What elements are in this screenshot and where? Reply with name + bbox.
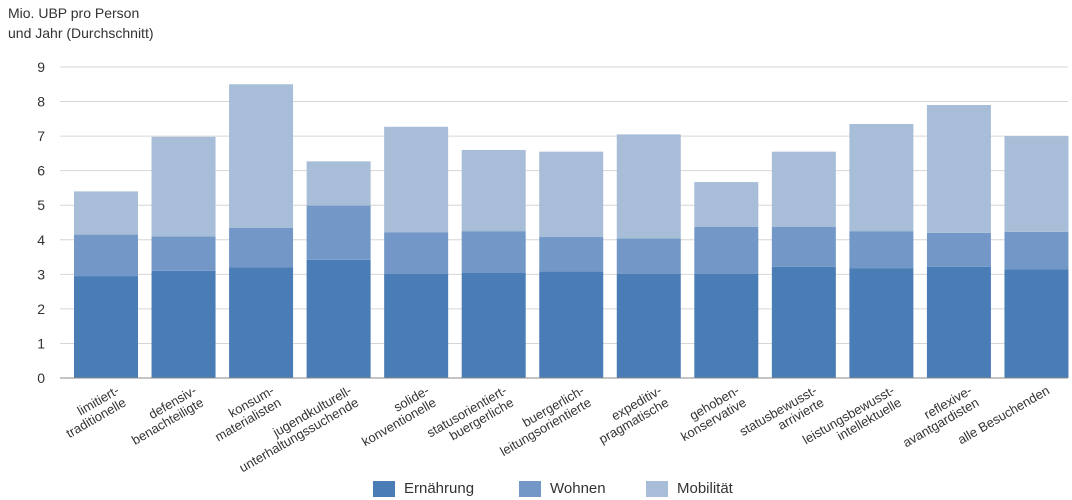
legend-item-mobilitaet: Mobilität (646, 480, 733, 497)
y-tick-label: 1 (37, 335, 45, 351)
y-tick-label: 2 (37, 301, 45, 317)
y-tick-label: 7 (37, 128, 45, 144)
bar-segment (306, 259, 371, 378)
bar-segment (461, 149, 526, 232)
y-tick-label: 0 (37, 370, 45, 386)
bar-segment (926, 266, 991, 378)
legend-label-ernaehrung: Ernährung (404, 480, 475, 497)
y-axis-title-line1: Mio. UBP pro Person (8, 5, 140, 21)
bar-segment (151, 270, 216, 378)
bar-segment (74, 191, 138, 235)
bar-segment (384, 126, 449, 233)
bar-segment (539, 151, 604, 238)
legend-label-mobilitaet: Mobilität (677, 480, 733, 497)
bar-segment (849, 268, 914, 378)
bar-segment (229, 267, 294, 378)
bar-segment (771, 266, 836, 378)
bar-segment (926, 105, 991, 233)
bar-segment (694, 273, 759, 378)
bar-segment (616, 273, 681, 378)
y-tick-label: 4 (37, 232, 45, 248)
legend-label-wohnen: Wohnen (550, 480, 606, 497)
bar-segment (616, 238, 681, 274)
bar-segment (616, 134, 681, 239)
bar-segment (306, 161, 371, 206)
bar-segment (1004, 269, 1069, 378)
bar-segment (74, 276, 138, 378)
y-axis-title-line2: und Jahr (Durchschnitt) (8, 25, 154, 41)
bar-segment (926, 232, 991, 267)
bar-segment (539, 237, 604, 272)
legend: Ernährung Wohnen Mobilität (0, 480, 1072, 500)
y-tick-label: 5 (37, 197, 45, 213)
bar-segment (384, 232, 449, 274)
bar-segment (229, 84, 294, 228)
legend-item-wohnen: Wohnen (519, 480, 606, 497)
bar-segment (1004, 136, 1069, 232)
y-tick-label: 3 (37, 266, 45, 282)
legend-swatch-mobilitaet (646, 480, 668, 497)
bar-segment (151, 136, 216, 237)
bar-segment (771, 226, 836, 267)
bar-segment (771, 151, 836, 227)
bar-segment (306, 205, 371, 260)
bar-segment (151, 236, 216, 271)
legend-item-ernaehrung: Ernährung (373, 480, 474, 497)
bar-segment (539, 271, 604, 378)
y-tick-label: 8 (37, 94, 45, 110)
bar-segment (1004, 231, 1069, 270)
bar-segment (694, 182, 759, 227)
y-tick-label: 9 (37, 59, 45, 75)
bar-segment (384, 273, 449, 378)
bar-segment (694, 226, 759, 274)
bar-segment (849, 124, 914, 232)
legend-swatch-ernaehrung (373, 480, 395, 497)
bar-segment (849, 231, 914, 269)
bar-segment (461, 272, 526, 378)
bar-segment (74, 234, 138, 277)
legend-swatch-wohnen (519, 480, 541, 497)
bar-segment (461, 231, 526, 273)
y-tick-label: 6 (37, 163, 45, 179)
bar-segment (229, 227, 294, 268)
y-axis-title: Mio. UBP pro Person und Jahr (Durchschni… (8, 3, 154, 43)
